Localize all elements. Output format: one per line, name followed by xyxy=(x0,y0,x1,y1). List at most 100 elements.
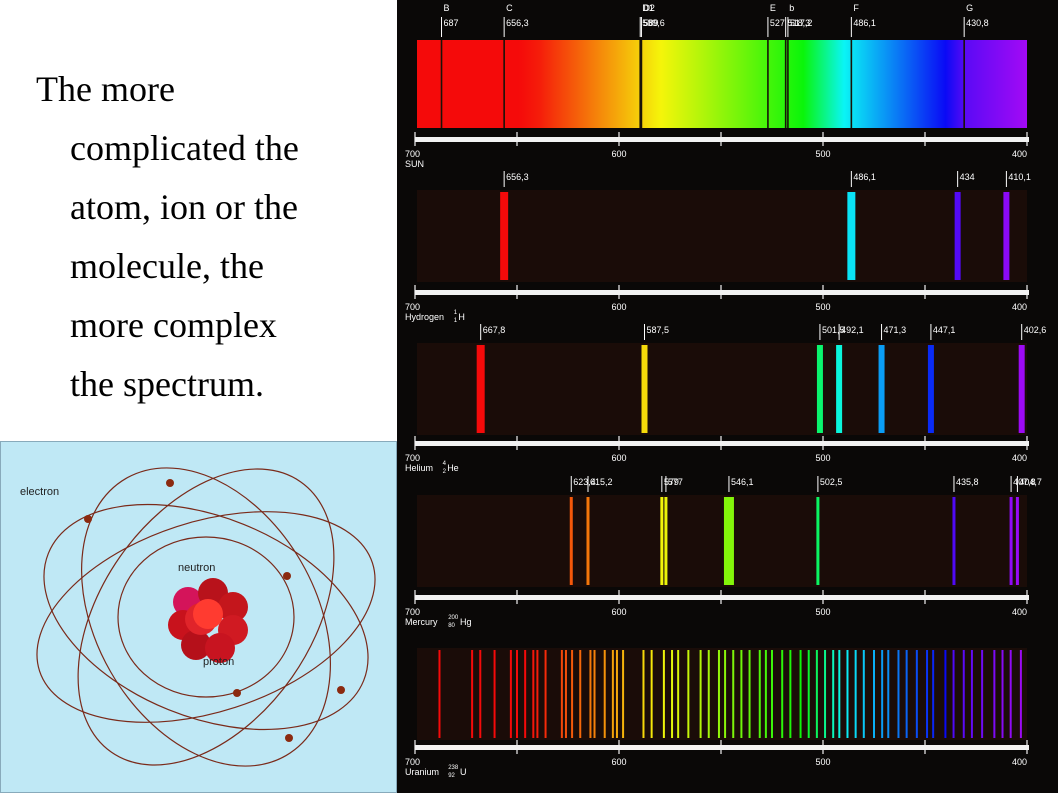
electron xyxy=(84,515,92,523)
axis-tick-label: 700 xyxy=(405,453,420,463)
emission-line xyxy=(671,650,674,738)
absorption-line xyxy=(784,40,787,128)
isotope-symbol: H xyxy=(458,312,465,322)
emission-line xyxy=(748,650,751,738)
line-label: 589 xyxy=(643,18,658,28)
emission-line xyxy=(615,650,618,738)
axis-tick-label: 700 xyxy=(405,149,420,159)
isotope-symbol: Hg xyxy=(460,617,472,627)
axis-tick-label: 500 xyxy=(815,302,830,312)
emission-line xyxy=(699,650,702,738)
spectrum-name: Helium xyxy=(405,463,433,473)
emission-line xyxy=(579,650,582,738)
emission-line xyxy=(660,497,664,585)
line-label: 435,8 xyxy=(956,477,979,487)
absorption-line xyxy=(963,40,965,128)
emission-line xyxy=(471,650,474,738)
line-label: 667,8 xyxy=(483,325,506,335)
emission-line xyxy=(544,650,547,738)
isotope-mass: 1 xyxy=(454,310,458,316)
orbit xyxy=(43,503,369,731)
axis-tick-label: 500 xyxy=(815,453,830,463)
line-label: 434 xyxy=(960,172,975,182)
emission-line xyxy=(932,650,935,738)
emission-line xyxy=(571,650,574,738)
spectrum-name: Uranium xyxy=(405,767,439,777)
emission-line xyxy=(970,650,973,738)
emission-line xyxy=(500,192,509,280)
emission-line xyxy=(677,650,680,738)
emission-line xyxy=(962,650,965,738)
line-label: 410,1 xyxy=(1008,172,1031,182)
emission-line xyxy=(944,650,947,738)
axis-tick-label: 500 xyxy=(815,149,830,159)
emission-line xyxy=(662,650,665,738)
absorption-line xyxy=(503,40,505,128)
axis-tick-label: 400 xyxy=(1012,149,1027,159)
fraunhofer-letter: G xyxy=(966,3,973,13)
emission-line xyxy=(832,650,835,738)
emission-line xyxy=(926,650,929,738)
emission-line xyxy=(854,650,857,738)
line-label: 502,5 xyxy=(820,477,843,487)
line-label: 656,3 xyxy=(506,172,529,182)
spectrum-name: SUN xyxy=(405,159,424,169)
line-label: 589,6 xyxy=(642,18,665,28)
line-label: 687 xyxy=(444,18,459,28)
neutron-label: neutron xyxy=(178,562,216,574)
emission-line xyxy=(1018,345,1025,433)
electron xyxy=(283,572,291,580)
spectrum-name: Hydrogen xyxy=(405,312,444,322)
fraunhofer-letter: C xyxy=(506,3,513,13)
absorption-line xyxy=(850,40,853,128)
line-label: 430,8 xyxy=(966,18,989,28)
emission-line xyxy=(771,650,773,738)
emission-line xyxy=(593,650,596,738)
emission-line xyxy=(524,650,527,738)
emission-line xyxy=(915,650,918,738)
emission-line xyxy=(881,650,884,738)
emission-line xyxy=(781,650,784,738)
axis-tick-label: 600 xyxy=(611,149,626,159)
emission-line xyxy=(816,345,823,433)
emission-line xyxy=(622,650,625,738)
emission-line xyxy=(824,650,827,738)
emission-line xyxy=(717,650,720,738)
emission-line xyxy=(1019,650,1022,738)
emission-line xyxy=(846,650,849,738)
emission-line xyxy=(532,650,535,738)
emission-line xyxy=(603,650,606,738)
proton-label: proton xyxy=(203,656,235,668)
emission-line xyxy=(764,650,767,738)
spectrum-band xyxy=(417,648,1027,740)
isotope-symbol: U xyxy=(460,767,467,777)
isotope-atomic: 80 xyxy=(448,623,455,629)
axis-bar xyxy=(415,745,1029,750)
emission-line xyxy=(569,497,573,585)
absorption-line xyxy=(440,40,443,128)
electron xyxy=(285,734,293,742)
line-label: 656,3 xyxy=(506,18,529,28)
line-label: 623,4 xyxy=(573,477,596,487)
slide-text-line: The more xyxy=(36,69,175,109)
orbits xyxy=(36,467,376,767)
line-label: 518,3 xyxy=(788,18,811,28)
emission-line xyxy=(952,497,956,585)
electron xyxy=(233,689,241,697)
electron xyxy=(166,479,174,487)
emission-line xyxy=(438,650,441,738)
emission-line xyxy=(862,650,865,738)
emission-line xyxy=(564,650,567,738)
emission-line xyxy=(1003,192,1010,280)
fraunhofer-letter: E xyxy=(770,3,776,13)
line-label: 402,6 xyxy=(1024,325,1047,335)
nucleon xyxy=(193,599,223,629)
fraunhofer-letter: D1 xyxy=(642,3,654,13)
nucleon xyxy=(205,633,235,663)
emission-line xyxy=(1015,497,1019,585)
axis-tick-label: 400 xyxy=(1012,757,1027,767)
emission-line xyxy=(1001,650,1004,738)
line-label: 517,2 xyxy=(790,18,813,28)
orbit xyxy=(77,468,335,766)
